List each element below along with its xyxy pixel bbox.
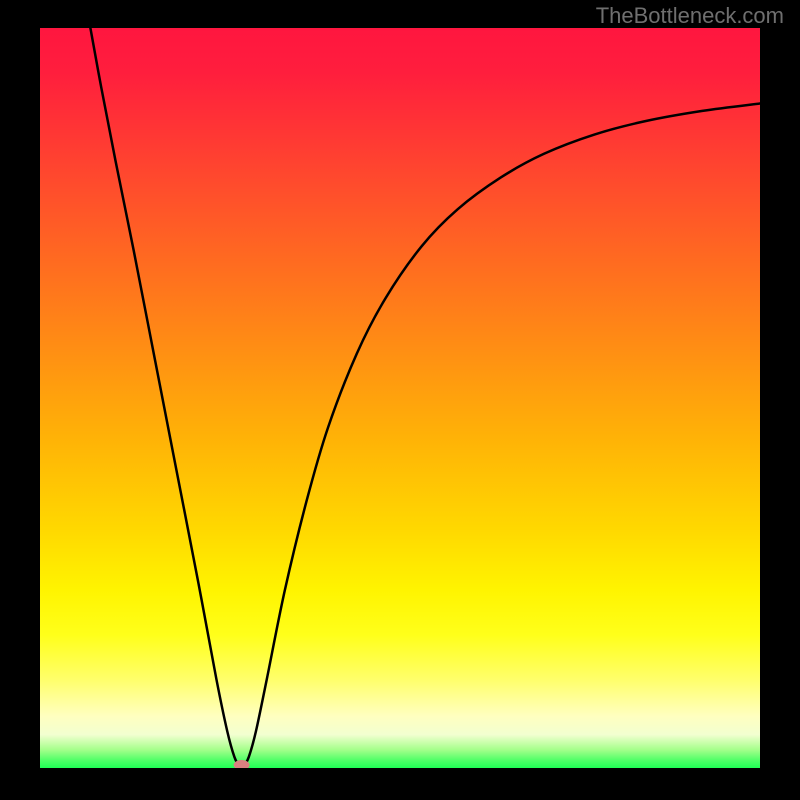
plot-background	[40, 28, 760, 768]
plot-area	[40, 28, 760, 768]
gradient-curve-chart	[40, 28, 760, 768]
source-watermark: TheBottleneck.com	[596, 3, 784, 29]
chart-frame: TheBottleneck.com	[0, 0, 800, 800]
